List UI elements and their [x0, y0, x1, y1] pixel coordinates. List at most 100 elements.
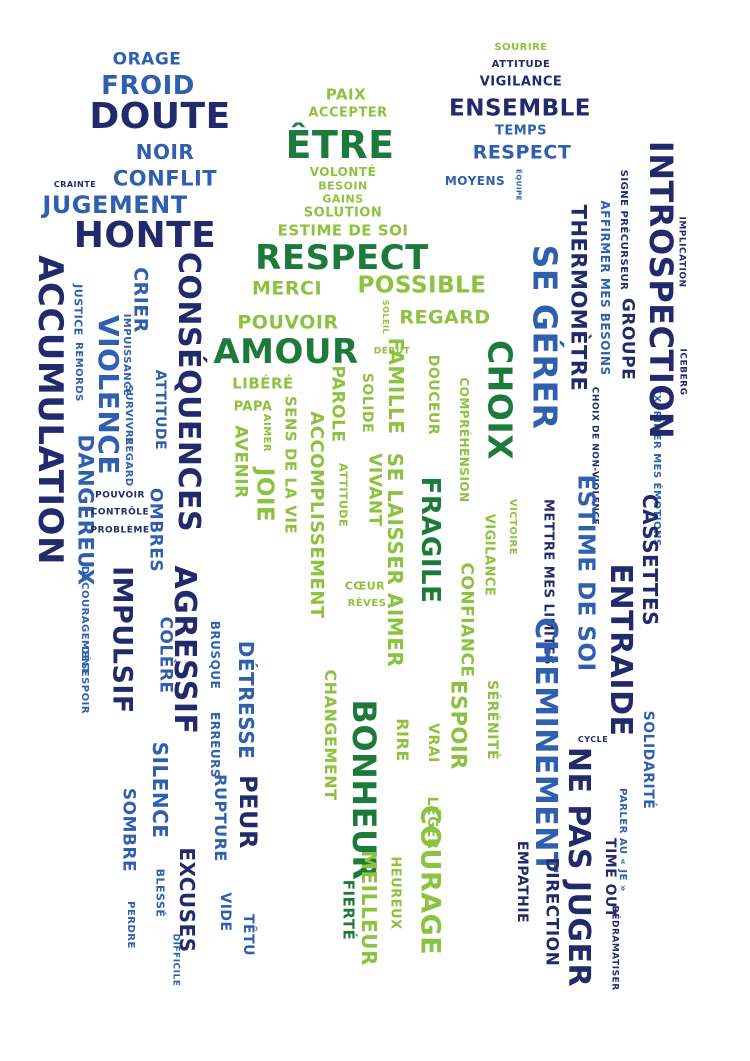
word-gains: GAINS [322, 192, 364, 206]
word-cycle: CYCLE [577, 735, 609, 744]
word-papa: PAPA [233, 399, 273, 415]
word-remords: REMORDS [73, 342, 84, 402]
word-espoir: ESPOIR [446, 680, 471, 770]
word-solidarite: SOLIDARITÉ [640, 710, 656, 810]
word-aimer: AIMER [261, 413, 272, 453]
word-rupture: RUPTURE [211, 774, 230, 862]
word-vigilance: VIGILANCE [479, 74, 563, 90]
word-changement: CHANGEMENT [321, 669, 340, 801]
word-crier: CRIER [129, 267, 152, 333]
word-se-gerer: SE GÉRER [525, 244, 565, 430]
word-signe-precurseur: SIGNE PRÉCURSEUR [618, 169, 629, 291]
word-doute: DOUTE [89, 96, 231, 137]
word-froid: FROID [101, 71, 195, 101]
word-courage: COURAGE [414, 804, 446, 956]
word-violence: VIOLENCE [92, 315, 125, 475]
word-respect: RESPECT [255, 238, 429, 278]
word-impulsif: IMPULSIF [106, 566, 138, 714]
word-coeur: CŒUR [344, 579, 386, 593]
word-parler-au-je: PARLER AU « JE » [617, 788, 628, 892]
word-serenite: SÉRÉNITÉ [484, 679, 500, 761]
word-paix: PAIX [325, 85, 367, 104]
word-entraide: ENTRAIDE [603, 563, 638, 737]
word-honte: HONTE [73, 215, 217, 256]
word-etre: ÊTRE [285, 123, 395, 167]
word-amour: AMOUR [213, 332, 359, 372]
word-parole: PAROLE [327, 365, 348, 443]
word-introspection: INTROSPECTION [642, 140, 680, 440]
word-merci: MERCI [251, 277, 323, 300]
word-noir: NOIR [135, 140, 195, 164]
word-perdre: PERDRE [125, 901, 136, 949]
word-possible: POSSIBLE [357, 272, 487, 299]
word-tetu: TÊTU [240, 913, 256, 957]
word-affirmer-mes-besoins: AFFIRMER MES BESOINS [598, 200, 612, 376]
word-justice: JUSTICE [71, 284, 85, 336]
word-vigilance: VIGILANCE [481, 513, 497, 597]
word-jugement: JUGEMENT [42, 191, 188, 219]
word-sens-de-la-vie: SENS DE LA VIE [281, 395, 300, 535]
word-choix: CHOIX [480, 339, 520, 461]
word-detresse: DÉTRESSE [234, 640, 258, 760]
word-peur: PEUR [234, 775, 262, 849]
word-blesse: BLESSÉ [153, 868, 167, 918]
word-vivant: VIVANT [364, 453, 385, 527]
word-sourire: SOURIRE [494, 42, 548, 53]
word-famille: FAMILLE [384, 337, 408, 435]
word-avenir: AVENIR [230, 425, 251, 499]
word-regard: REGARD [399, 306, 491, 329]
word-desespoir: DÉSESPOIR [79, 645, 90, 715]
word-comprehension: COMPRÉHENSION [457, 377, 471, 503]
word-estime-de-soi: ESTIME DE SOI [277, 221, 409, 240]
word-rire: RIRE [393, 718, 412, 762]
word-accepter: ACCEPTER [308, 105, 388, 121]
word-victoire: VICTOIRE [507, 498, 518, 556]
word-pouvoir: POUVOIR [95, 490, 145, 501]
word-iceberg: ICEBERG [677, 348, 688, 396]
word-erreurs: ERREURS [208, 711, 222, 779]
word-fragile: FRAGILE [415, 476, 445, 604]
word-vide: VIDE [217, 892, 233, 932]
word-se-laisser-aimer: SE LAISSER AIMER [383, 452, 407, 668]
word-attitude: ATTITUDE [152, 369, 168, 451]
word-probleme: PROBLÈME [90, 525, 150, 536]
word-controle: CONTRÔLE [90, 507, 150, 518]
word-conflit: CONFLIT [112, 166, 218, 191]
word-colere: COLÈRE [155, 616, 176, 694]
word-fierte: FIERTÉ [339, 879, 358, 941]
word-cheminement: CHEMINEMENT [528, 617, 563, 873]
word-meilleur: MEILLEUR [357, 850, 381, 966]
word-reves: RÊVES [347, 598, 387, 609]
word-douceur: DOUCEUR [425, 354, 441, 436]
word-debut: DÉBUT [373, 346, 411, 357]
word-libere: LIBÉRÉ [232, 374, 294, 393]
word-difficile: DIFFICILE [170, 933, 181, 987]
word-heureux: HEUREUX [387, 856, 403, 930]
word-vrai: VRAI [425, 723, 441, 763]
word-accumulation: ACCUMULATION [30, 255, 70, 565]
word-soleil: SOLEIL [381, 299, 390, 335]
word-attitude: ATTITUDE [336, 462, 350, 528]
word-estime-de-soi: ESTIME DE SOI [572, 474, 599, 672]
word-crainte: CRAINTE [53, 180, 97, 189]
word-confiance: CONFIANCE [456, 562, 477, 678]
word-direction: DIRECTION [541, 857, 562, 967]
word-consequences: CONSÉQUENCES [171, 251, 206, 533]
word-sombre: SOMBRE [118, 787, 139, 873]
word-thermometre: THERMOMÈTRE [566, 204, 591, 392]
word-temps: TEMPS [494, 123, 548, 139]
word-respect: RESPECT [472, 141, 572, 164]
word-solution: SOLUTION [303, 205, 383, 221]
word-cassettes: CASSETTES [638, 493, 662, 627]
word-equipe: ÉQUIPE [514, 169, 523, 201]
word-brusque: BRUSQUE [208, 620, 222, 690]
word-besoin: BESOIN [318, 179, 368, 193]
word-ensemble: ENSEMBLE [448, 95, 592, 122]
word-attitude: ATTITUDE [491, 59, 551, 70]
word-solide: SOLIDE [359, 372, 375, 434]
word-joie: JOIE [251, 467, 278, 523]
word-moyens: MOYENS [444, 174, 506, 188]
word-silence: SILENCE [148, 741, 172, 839]
word-pouvoir: POUVOIR [237, 311, 339, 334]
